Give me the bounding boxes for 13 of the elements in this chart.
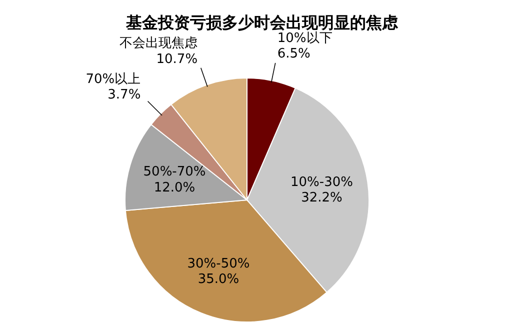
data-label: 35.0% <box>198 272 240 288</box>
data-label: 3.7% <box>108 88 141 103</box>
data-label: 6.5% <box>277 46 310 62</box>
slice-label: 10%以下 <box>277 30 332 46</box>
chart-title: 基金投资亏损多少时会出现明显的焦虑 <box>125 13 399 32</box>
data-label: 12.0% <box>154 180 196 196</box>
slice-label: 70%以上 <box>86 72 141 87</box>
data-label: 10.7% <box>156 52 198 67</box>
slice-label: 30%-50% <box>187 256 250 272</box>
slice-label: 50%-70% <box>143 164 206 180</box>
slice-label: 10%-30% <box>290 174 354 190</box>
data-label: 32.2% <box>301 190 342 206</box>
slice-label: 不会出现焦虑 <box>120 36 198 52</box>
